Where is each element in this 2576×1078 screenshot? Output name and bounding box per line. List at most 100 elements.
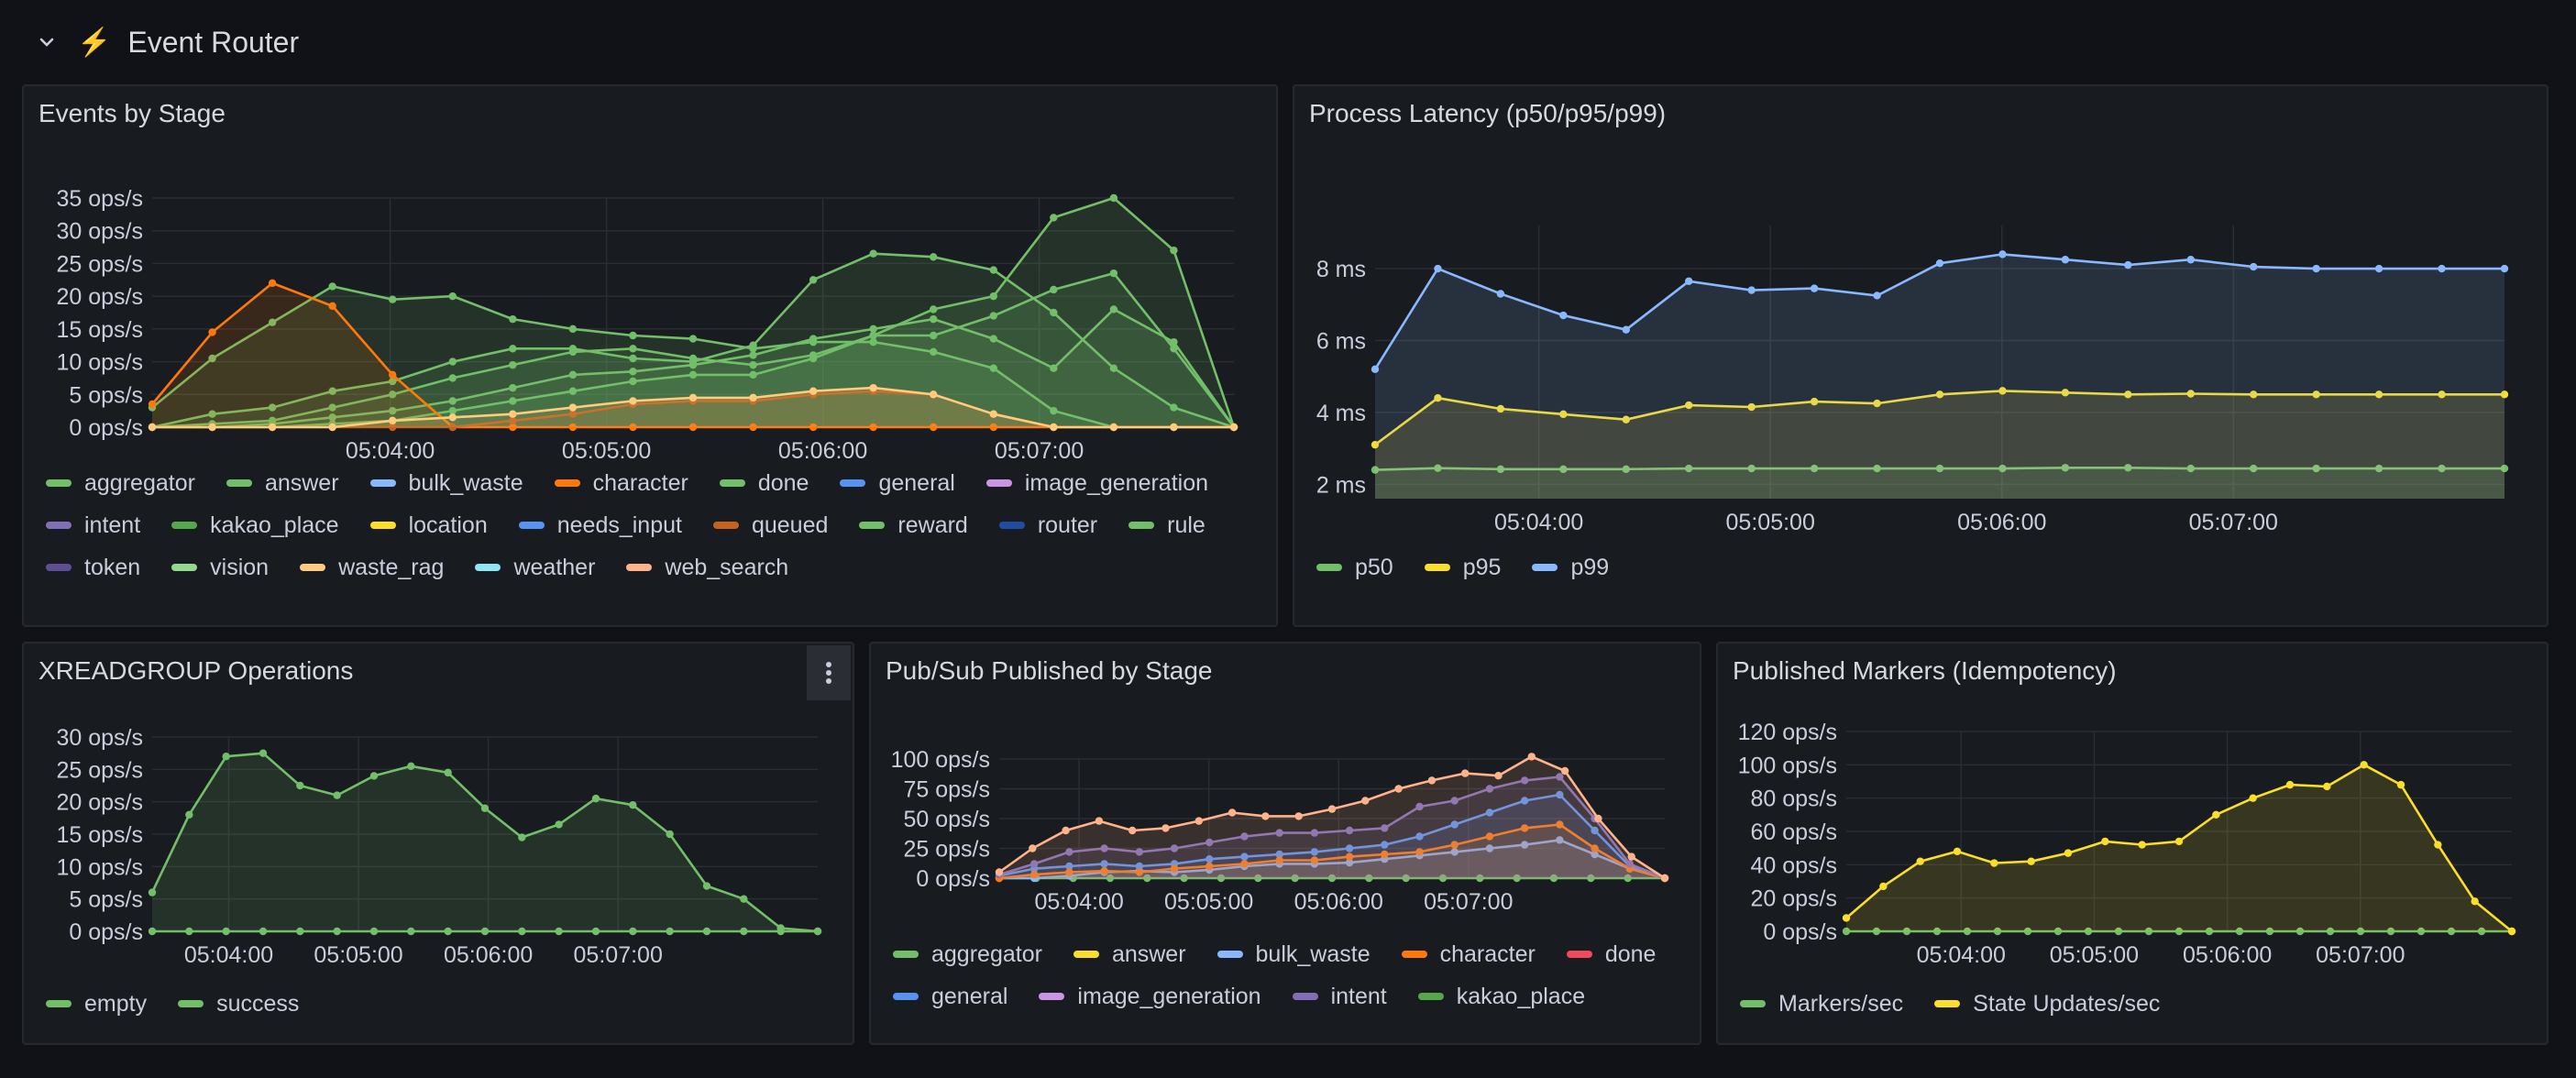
legend-item[interactable]: p95 xyxy=(1424,546,1501,588)
legend-item[interactable]: p50 xyxy=(1316,546,1393,588)
data-point xyxy=(2477,927,2486,936)
data-point xyxy=(222,927,230,936)
data-point xyxy=(2061,464,2070,472)
legend-item[interactable]: character xyxy=(554,462,688,504)
data-point xyxy=(1030,860,1039,868)
legend-item[interactable]: kakao_place xyxy=(171,504,339,546)
data-point xyxy=(1291,874,1299,883)
data-point xyxy=(2500,390,2509,399)
panel-events-by-stage[interactable]: Events by Stage 0 ops/s 5 ops/s 10 ops/s 15… xyxy=(22,84,1278,627)
data-point xyxy=(369,927,379,936)
markers-chart[interactable]: 0 ops/s 20 ops/s 40 ops/s 60 ops/s 80 ops/s 1… xyxy=(1718,644,2548,1045)
legend-item[interactable]: bulk_waste xyxy=(1216,933,1371,975)
legend-item[interactable]: bulk_waste xyxy=(369,462,523,504)
chevron-down-icon[interactable] xyxy=(33,28,61,56)
legend-swatch xyxy=(1292,993,1318,1000)
legend-item[interactable]: success xyxy=(178,983,299,1025)
x-tick-label: 05:07:00 xyxy=(574,942,663,968)
data-point xyxy=(1625,860,1634,868)
legend-item[interactable]: vision xyxy=(171,546,269,588)
xreadgroup-chart[interactable]: 0 ops/s 5 ops/s 10 ops/s 15 ops/s 20 ops/s 25… xyxy=(24,644,854,1045)
legend-item[interactable]: rule xyxy=(1128,504,1205,546)
row-header[interactable]: ⚡ Event Router xyxy=(33,16,299,68)
legend-item[interactable]: done xyxy=(1566,933,1656,975)
legend-item[interactable]: web_search xyxy=(626,546,788,588)
data-point xyxy=(1170,403,1178,412)
data-point xyxy=(1205,838,1214,847)
legend-label: waste_rag xyxy=(338,554,445,580)
legend-item[interactable]: reward xyxy=(859,504,968,546)
legend-item[interactable]: queued xyxy=(712,504,828,546)
legend-item[interactable]: general xyxy=(840,462,955,504)
data-point xyxy=(1556,836,1564,844)
data-point xyxy=(480,927,490,936)
data-point xyxy=(1050,423,1058,432)
legend-swatch xyxy=(1740,1000,1766,1007)
data-point xyxy=(629,368,637,376)
legend-swatch xyxy=(226,479,252,487)
data-point xyxy=(1559,410,1568,419)
legend-item[interactable]: aggregator xyxy=(46,462,195,504)
data-point xyxy=(1310,829,1319,837)
legend-item[interactable]: done xyxy=(719,462,809,504)
data-point xyxy=(1062,826,1070,835)
data-point xyxy=(2360,761,2368,769)
panel-menu-button[interactable] xyxy=(807,645,851,700)
data-point xyxy=(1294,812,1303,820)
legend-item[interactable]: answer xyxy=(226,462,339,504)
legend-item[interactable]: token xyxy=(46,546,140,588)
data-point xyxy=(2053,927,2063,936)
data-point xyxy=(1310,848,1319,856)
legend-label: done xyxy=(757,469,809,496)
panel-markers[interactable]: Published Markers (Idempotency) 0 ops/s 2… xyxy=(1716,642,2548,1045)
legend-item[interactable]: needs_input xyxy=(518,504,682,546)
data-point xyxy=(2438,390,2446,399)
legend-item[interactable]: answer xyxy=(1073,933,1186,975)
legend-item[interactable]: intent xyxy=(46,504,140,546)
legend-item[interactable]: intent xyxy=(1292,975,1387,1018)
series-area xyxy=(999,840,1665,878)
panel-pubsub[interactable]: Pub/Sub Published by Stage 0 ops/s 25 ops… xyxy=(869,642,1701,1045)
pubsub-chart[interactable]: 0 ops/s 25 ops/s 50 ops/s 75 ops/s 100 ops/s… xyxy=(871,644,1701,1045)
process-latency-chart[interactable]: 2 ms 4 ms 6 ms 8 ms 05:04:00 05:05:00 05:06:00… xyxy=(1294,86,2548,627)
legend-item[interactable]: router xyxy=(998,504,1097,546)
data-point xyxy=(1194,817,1203,825)
legend-item[interactable]: waste_rag xyxy=(300,546,444,588)
y-tick-label: 8 ms xyxy=(1316,257,1366,282)
data-point xyxy=(1963,927,1972,936)
panel-process-latency[interactable]: Process Latency (p50/p95/p99) 2 ms 4 ms 6 … xyxy=(1293,84,2548,627)
data-point xyxy=(2114,927,2123,936)
data-point xyxy=(185,927,193,936)
data-point xyxy=(1050,285,1058,294)
x-tick-label: 05:07:00 xyxy=(995,438,1084,464)
legend-item[interactable]: weather xyxy=(475,546,595,588)
legend-item[interactable]: kakao_place xyxy=(1417,975,1585,1018)
legend: Markers/sec State Updates/sec xyxy=(1740,983,2528,1025)
legend-item[interactable]: character xyxy=(1401,933,1536,975)
data-point xyxy=(749,423,757,432)
more-vertical-icon xyxy=(826,662,831,684)
legend-item[interactable]: aggregator xyxy=(893,933,1042,975)
legend-swatch xyxy=(1128,522,1155,529)
events-by-stage-chart[interactable]: 0 ops/s 5 ops/s 10 ops/s 15 ops/s 20 ops/s 25… xyxy=(24,86,1278,627)
legend-label: p50 xyxy=(1355,554,1393,580)
legend-item[interactable]: empty xyxy=(46,983,147,1025)
legend-item[interactable]: State Updates/sec xyxy=(1934,983,2160,1025)
data-point xyxy=(208,354,216,363)
legend-label: aggregator xyxy=(931,940,1042,967)
legend-item[interactable]: image_generation xyxy=(1039,975,1261,1018)
legend-item[interactable]: Markers/sec xyxy=(1740,983,1903,1025)
data-point xyxy=(1205,862,1214,871)
data-point xyxy=(989,410,997,418)
legend-item[interactable]: p99 xyxy=(1532,546,1609,588)
legend-item[interactable]: general xyxy=(893,975,1007,1018)
data-point xyxy=(2174,837,2184,846)
legend-swatch xyxy=(46,479,72,487)
legend-item[interactable]: image_generation xyxy=(985,462,1208,504)
legend-swatch xyxy=(475,564,501,571)
data-point xyxy=(702,927,711,936)
panel-xreadgroup[interactable]: XREADGROUP Operations 0 ops/s 5 ops/s 10 o… xyxy=(22,642,854,1045)
legend-item[interactable]: location xyxy=(369,504,488,546)
legend-swatch xyxy=(1073,951,1099,958)
data-point xyxy=(1205,855,1214,864)
